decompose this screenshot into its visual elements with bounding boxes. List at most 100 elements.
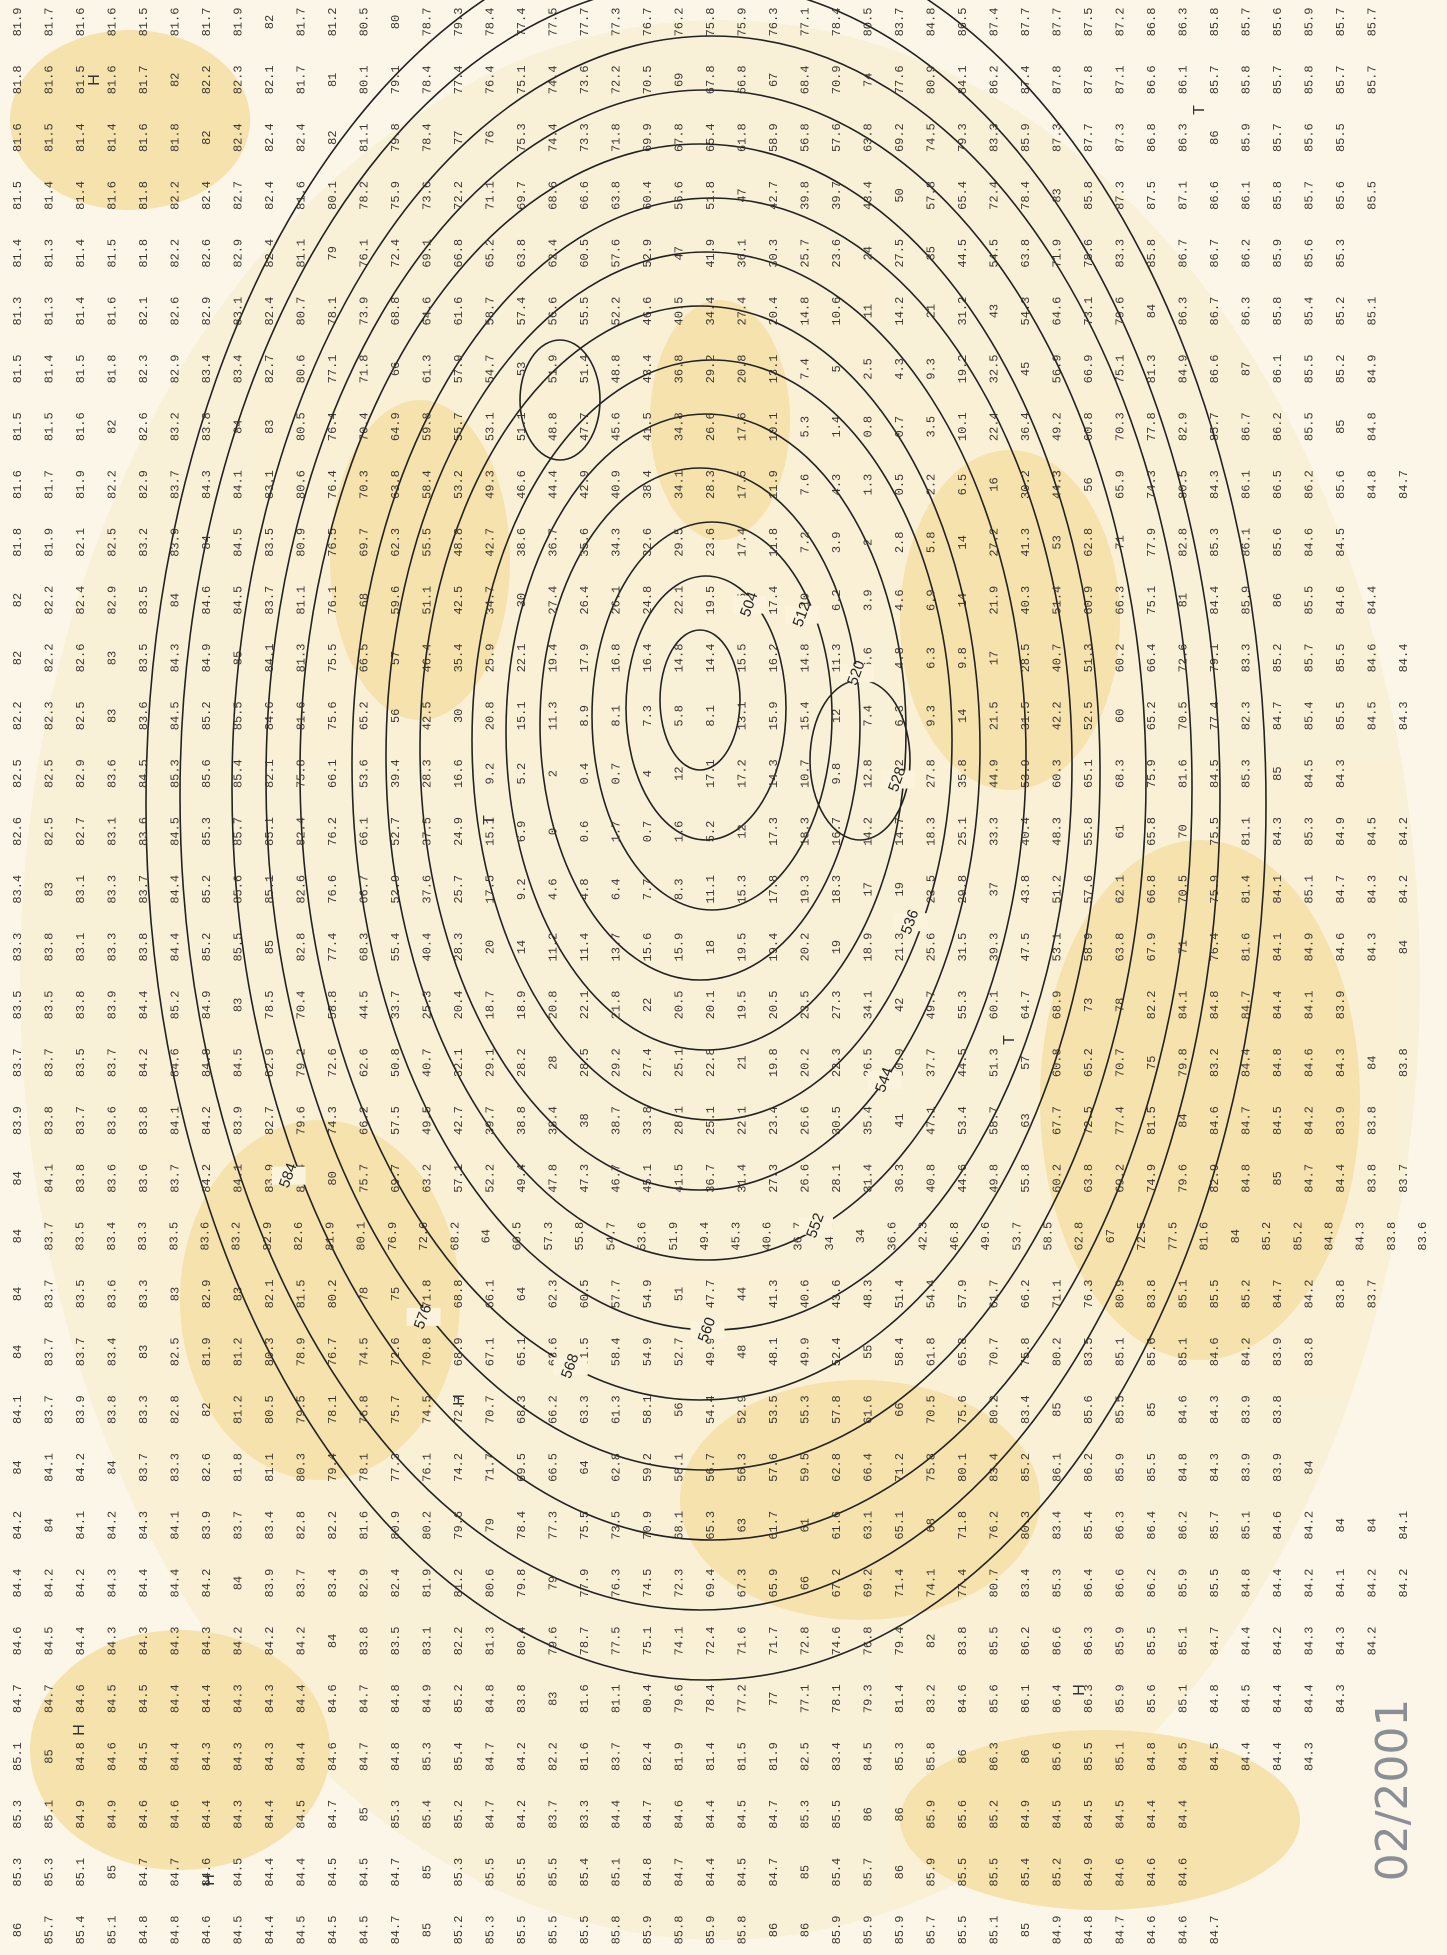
grid-value: 80.3 — [1019, 1511, 1033, 1540]
grid-value: 83.5 — [137, 644, 151, 673]
grid-value: 84.6 — [106, 1742, 120, 1771]
grid-value: 71.4 — [893, 1569, 907, 1598]
grid-value: 58.4 — [893, 1337, 907, 1366]
grid-value: 84.6 — [200, 1916, 214, 1945]
grid-value: 53.6 — [636, 1222, 650, 1251]
grid-value: 84.5 — [1114, 1800, 1128, 1829]
grid-value: 81.8 — [11, 65, 25, 94]
grid-value: 84.6 — [11, 1627, 25, 1656]
grid-value: 84.1 — [232, 1164, 246, 1193]
grid-value: 81.4 — [704, 1742, 718, 1771]
grid-value: 78 — [358, 1287, 372, 1301]
grid-value: 84.6 — [1334, 586, 1348, 615]
grid-value: 81.8 — [232, 1453, 246, 1482]
grid-value: 84.3 — [169, 1627, 183, 1656]
grid-value: 51.9 — [547, 355, 561, 384]
grid-value: 63 — [736, 1518, 750, 1532]
grid-value: 84.4 — [169, 1684, 183, 1713]
grid-value: 75.1 — [515, 65, 529, 94]
grid-value: 81.9 — [74, 470, 88, 499]
grid-value: 85.9 — [925, 1858, 939, 1887]
grid-value: 84.4 — [137, 991, 151, 1020]
grid-value: 66 — [893, 1402, 907, 1416]
grid-value: 79.1 — [1208, 644, 1222, 673]
grid-value: 77.4 — [452, 65, 466, 94]
grid-value: 84.4 — [74, 1627, 88, 1656]
grid-value: 83.8 — [74, 991, 88, 1020]
grid-value: 65.2 — [1082, 1048, 1096, 1077]
grid-value: 19 — [830, 940, 844, 954]
grid-value: 44.5 — [956, 239, 970, 268]
grid-value: 85.7 — [1208, 1511, 1222, 1540]
grid-value: 85.1 — [1114, 1742, 1128, 1771]
grid-value: 83.7 — [547, 1800, 561, 1829]
grid-value: 69.7 — [515, 181, 529, 210]
grid-value: 71.6 — [736, 1627, 750, 1656]
grid-value: 45.1 — [641, 1164, 655, 1193]
grid-value: 83.2 — [1208, 1048, 1222, 1077]
grid-value: 80.1 — [326, 181, 340, 210]
grid-value: 81.2 — [232, 1337, 246, 1366]
grid-value: 84.7 — [43, 1684, 57, 1713]
grid-value: 62.8 — [1082, 528, 1096, 557]
grid-value: 80.9 — [295, 528, 309, 557]
grid-value: 5.2 — [515, 763, 529, 785]
grid-value: 41 — [893, 1113, 907, 1127]
grid-value: 82.5 — [799, 1742, 813, 1771]
grid-value: 76.6 — [326, 875, 340, 904]
grid-value: 85.9 — [893, 1916, 907, 1945]
grid-value: 81.2 — [452, 1569, 466, 1598]
grid-value: 5.2 — [704, 821, 718, 843]
grid-value: 77.4 — [1208, 701, 1222, 730]
grid-value: 61.6 — [862, 1395, 876, 1424]
grid-value: 84.4 — [1240, 1627, 1254, 1656]
grid-value: 83.7 — [232, 1511, 246, 1540]
grid-value: 38.4 — [547, 1106, 561, 1135]
grid-value: 69.2 — [893, 123, 907, 152]
grid-value: 82.5 — [43, 759, 57, 788]
grid-value: 68.3 — [1114, 759, 1128, 788]
grid-value: 81.5 — [736, 1742, 750, 1771]
map-date: 02/2001 — [1367, 1699, 1418, 1882]
grid-value: 84 — [232, 1576, 246, 1590]
grid-value: 85.5 — [547, 1916, 561, 1945]
grid-value: 84.5 — [232, 1916, 246, 1945]
grid-value: 38 — [578, 1113, 592, 1127]
grid-value: 79.3 — [452, 8, 466, 37]
grid-value: 82.2 — [43, 586, 57, 615]
grid-value: 27.5 — [893, 239, 907, 268]
grid-value: 85.4 — [1303, 701, 1317, 730]
grid-value: 70.5 — [1177, 701, 1191, 730]
grid-value: 85.3 — [200, 817, 214, 846]
grid-value: 81.6 — [106, 65, 120, 94]
grid-value: 84.7 — [484, 1800, 498, 1829]
grid-value: 68.4 — [799, 65, 813, 94]
grid-value: 51.1 — [421, 586, 435, 615]
grid-value: 84.8 — [1271, 1048, 1285, 1077]
grid-value: 85.7 — [1366, 65, 1380, 94]
grid-value: 82 — [200, 1402, 214, 1416]
grid-value: 39.4 — [389, 759, 403, 788]
grid-value: 86 — [799, 1923, 813, 1937]
grid-value: 28.5 — [1019, 644, 1033, 673]
grid-value: 66.2 — [547, 1395, 561, 1424]
grid-value: 81.1 — [610, 1684, 624, 1713]
grid-value: 0.6 — [578, 821, 592, 843]
grid-value: 81.6 — [295, 181, 309, 210]
grid-value: 84.7 — [1271, 701, 1285, 730]
grid-value: 63.3 — [578, 1395, 592, 1424]
grid-value: 28.3 — [452, 933, 466, 962]
grid-value: 0.5 — [893, 474, 907, 496]
grid-value: 76.1 — [421, 1453, 435, 1482]
grid-value: 36.4 — [1019, 412, 1033, 441]
grid-value: 18.3 — [799, 817, 813, 846]
grid-value: 44.3 — [1051, 470, 1065, 499]
grid-value: 46.8 — [948, 1222, 962, 1251]
grid-value: 76.5 — [326, 528, 340, 557]
grid-value: 84.3 — [200, 470, 214, 499]
grid-value: 83.8 — [137, 933, 151, 962]
grid-value: 72.4 — [988, 181, 1002, 210]
grid-value: 73 — [1082, 998, 1096, 1012]
grid-value: 85 — [1019, 1923, 1033, 1937]
grid-value: 82.4 — [74, 586, 88, 615]
